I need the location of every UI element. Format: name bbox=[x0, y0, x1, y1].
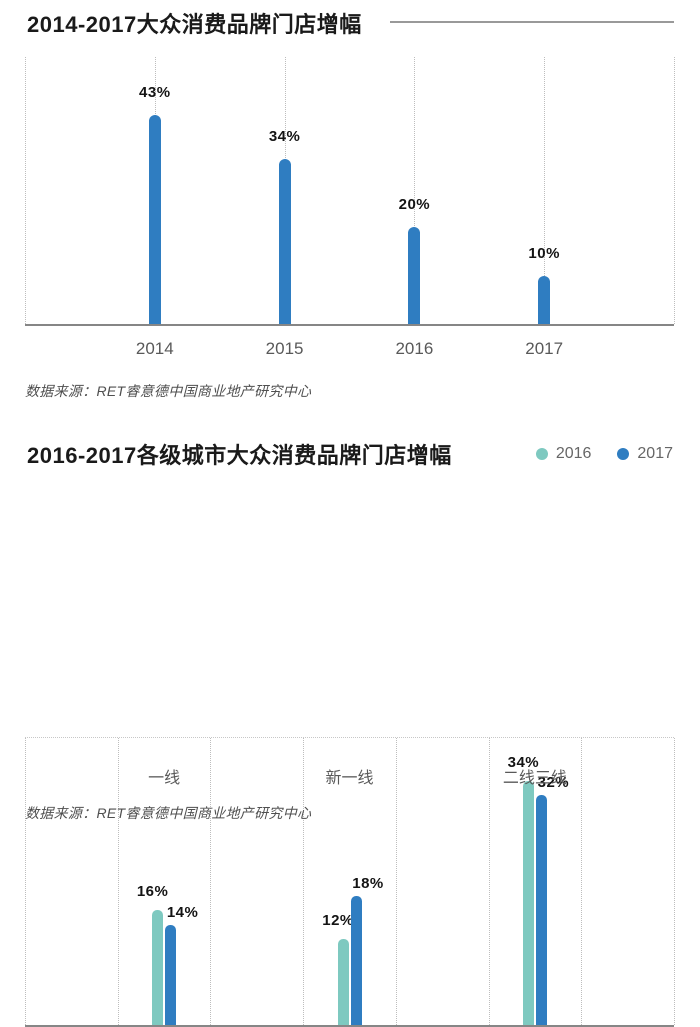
chart1-title-rule bbox=[390, 21, 674, 23]
chart1-x-axis-line bbox=[25, 324, 674, 326]
bar-value-label: 18% bbox=[352, 874, 384, 892]
legend-item-2017: 2017 bbox=[617, 446, 673, 462]
chart1-source: 数据来源：RET睿意德中国商业地产研究中心 bbox=[25, 383, 312, 399]
x-axis-label: 新一线 bbox=[325, 770, 374, 787]
bar-value-label: 20% bbox=[398, 195, 431, 213]
legend-label: 2016 bbox=[555, 445, 592, 462]
bar-value-label: 34% bbox=[507, 754, 540, 772]
chart2-legend: 2016 2017 bbox=[535, 442, 673, 466]
x-axis-label: 2015 bbox=[265, 339, 304, 358]
legend-label: 2017 bbox=[637, 445, 673, 462]
bar-value-label: 43% bbox=[139, 84, 171, 102]
bar-value-label: 16% bbox=[136, 883, 169, 901]
bar-2017 bbox=[538, 275, 551, 324]
bar-2017-新一线 bbox=[350, 895, 362, 1025]
bar-value-label: 34% bbox=[268, 127, 301, 145]
gridline bbox=[544, 57, 546, 324]
chart1-x-axis-labels: 2014 2015 2016 2017 bbox=[25, 340, 674, 362]
bar-2014 bbox=[148, 115, 161, 324]
bar-2017-一线 bbox=[165, 924, 177, 1025]
gridline bbox=[674, 57, 675, 324]
chart2-title: 2016-2017各级城市大众消费品牌门店增幅 bbox=[27, 443, 452, 468]
x-axis-label: 2017 bbox=[525, 339, 564, 358]
bar-2016 bbox=[408, 226, 421, 324]
bar-2016-一线 bbox=[152, 910, 164, 1025]
gridline bbox=[414, 57, 416, 324]
x-axis-label: 2016 bbox=[395, 339, 434, 358]
chart1-plot-area: 43% 34% 20% 10% bbox=[25, 57, 675, 326]
bar-2016-二线三线 bbox=[522, 781, 534, 1025]
bar-value-label: 12% bbox=[322, 911, 354, 929]
chart1-title: 2014-2017大众消费品牌门店增幅 bbox=[27, 12, 362, 37]
legend-dot-2016 bbox=[535, 448, 548, 460]
chart2-source: 数据来源：RET睿意德中国商业地产研究中心 bbox=[25, 805, 312, 821]
bar-value-label: 32% bbox=[537, 774, 570, 792]
bar-2015 bbox=[278, 158, 291, 324]
x-axis-label: 2014 bbox=[135, 339, 174, 358]
infographic-page: { "chart_data": [ { "type": "bar", "titl… bbox=[25, 12, 675, 1027]
legend-dot-2017 bbox=[617, 448, 630, 460]
gridline bbox=[25, 57, 26, 324]
x-axis-label: 一线 bbox=[148, 770, 181, 787]
x-axis-label: 二线三线 bbox=[502, 770, 567, 787]
bar-value-label: 14% bbox=[166, 903, 199, 921]
chart2-x-axis-labels: 一线 新一线 二线三线 bbox=[25, 771, 674, 793]
bar-2016-新一线 bbox=[337, 938, 349, 1025]
bar-value-label: 10% bbox=[528, 244, 560, 262]
legend-item-2016: 2016 bbox=[535, 445, 592, 462]
gridline bbox=[674, 738, 675, 1025]
